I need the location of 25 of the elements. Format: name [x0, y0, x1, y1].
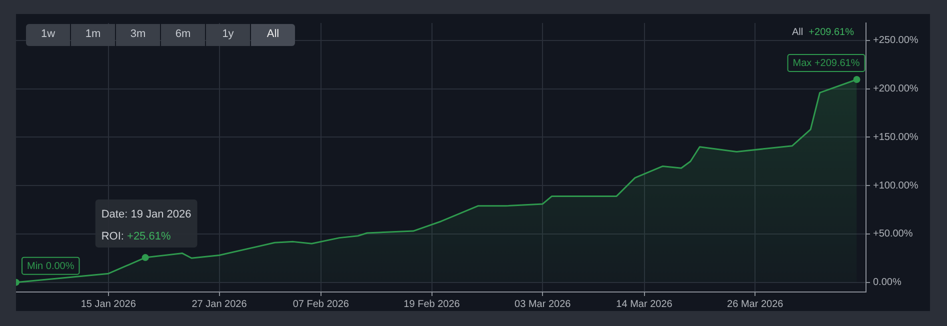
- annotation: All: [251, 24, 295, 46]
- x-tick-label: 14 Mar 2026: [616, 298, 673, 310]
- y-tick-label: +250.00%: [873, 35, 918, 46]
- annotation: All +209.61%: [788, 27, 858, 38]
- x-tick-label: 26 Mar 2026: [727, 298, 784, 310]
- annotation: 1m: [71, 24, 115, 46]
- annotation: 1y: [206, 24, 250, 46]
- y-tick-label: +50.00%: [873, 228, 913, 240]
- annotation: 6m: [161, 24, 205, 46]
- annotation: Date: 19 Jan 2026 ROI: +25.61%: [101, 208, 192, 243]
- annotation: Max +209.61%: [792, 58, 860, 70]
- annotation: 1w: [26, 24, 70, 46]
- y-tick-label: +200.00%: [873, 84, 918, 95]
- y-tick-label: +150.00%: [873, 132, 918, 143]
- annotation: Min 0.00%: [27, 261, 74, 272]
- x-tick-label: 15 Jan 2026: [80, 298, 136, 310]
- point: [142, 254, 149, 262]
- annotation: 3m: [116, 24, 160, 46]
- x-tick-label: 19 Feb 2026: [404, 298, 460, 310]
- x-tick-label: 07 Feb 2026: [292, 298, 350, 310]
- y-tick-label: +100.00%: [873, 180, 918, 192]
- x-tick-label: 03 Mar 2026: [514, 298, 572, 310]
- point: [853, 76, 860, 83]
- x-tick-label: 27 Jan 2026: [192, 298, 248, 310]
- y-tick-label: 0.00%: [873, 277, 902, 288]
